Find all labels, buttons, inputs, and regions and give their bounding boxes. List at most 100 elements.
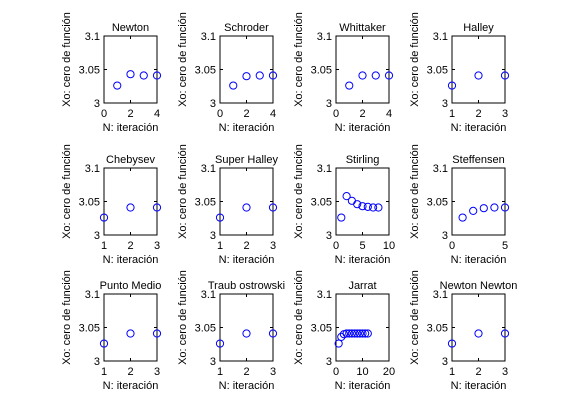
subplot-title: Stirling xyxy=(346,154,380,166)
subplot-title: Steffensen xyxy=(452,154,504,166)
subplot-title: Schroder xyxy=(224,22,269,34)
y-axis-label: Xo: cero de función xyxy=(61,12,73,107)
subplot-8: Steffensen 0 5 3 3.05 3.1 N: iteración Xo: cero… xyxy=(409,144,509,266)
x-tick-label: 3 xyxy=(502,366,508,378)
x-tick-label: 2 xyxy=(127,108,133,120)
x-tick-label: 4 xyxy=(270,108,276,120)
subplot-1: Newton 0 2 4 3 3.05 3.1 N: iteración Xo: cero de… xyxy=(61,12,161,134)
subplot-title: Jarrat xyxy=(348,280,376,292)
axes-box xyxy=(220,168,273,235)
y-tick-label: 3.1 xyxy=(317,163,332,175)
y-tick-label: 3.1 xyxy=(201,163,216,175)
y-tick-label: 3.05 xyxy=(79,65,100,77)
y-tick-label: 3 xyxy=(94,98,100,110)
y-tick-label: 3 xyxy=(442,230,448,242)
y-tick-label: 3.05 xyxy=(427,65,448,77)
subplot-title: Whittaker xyxy=(339,22,386,34)
y-tick-label: 3 xyxy=(210,98,216,110)
y-tick-label: 3.05 xyxy=(195,65,216,77)
subplot-title: Super Halley xyxy=(215,154,278,166)
x-axis-label: N: iteración xyxy=(335,380,391,392)
axes-box xyxy=(336,36,389,103)
y-tick-label: 3 xyxy=(210,356,216,368)
x-tick-label: 1 xyxy=(449,108,455,120)
y-tick-label: 3.1 xyxy=(433,163,448,175)
x-tick-label: 0 xyxy=(217,108,223,120)
y-axis-label: Xo: cero de función xyxy=(293,270,305,365)
subplot-9: Punto Medio 1 2 3 3 3.05 3.1 N: iteración Xo: ce… xyxy=(61,270,161,392)
axes-box xyxy=(220,36,273,103)
subplot-title: Chebysev xyxy=(106,154,155,166)
y-tick-label: 3 xyxy=(94,356,100,368)
x-tick-label: 1 xyxy=(217,366,223,378)
y-tick-label: 3.1 xyxy=(433,289,448,301)
y-tick-label: 3.1 xyxy=(317,31,332,43)
x-tick-label: 4 xyxy=(154,108,160,120)
subplot-10: Traub ostrowski1 2 333.053.1N: iteraciónXo… xyxy=(177,270,285,392)
y-tick-label: 3.05 xyxy=(311,197,332,209)
x-axis-label: N: iteración xyxy=(219,254,275,266)
x-axis-label: N: iteración xyxy=(335,122,391,134)
y-axis-label: Xo: cero de función xyxy=(409,144,421,239)
y-tick-label: 3.05 xyxy=(79,323,100,335)
x-tick-label: 0 xyxy=(333,240,339,252)
x-axis-label: N: iteración xyxy=(451,122,507,134)
y-tick-label: 3.1 xyxy=(201,31,216,43)
y-tick-label: 3 xyxy=(210,230,216,242)
x-tick-label: 3 xyxy=(154,240,160,252)
subplot-11: Jarrat 0 10 20 3 3.05 3.1 N: iteración Xo: cero … xyxy=(293,270,395,392)
x-tick-label: 2 xyxy=(127,366,133,378)
x-axis-label: N: iteración xyxy=(103,254,159,266)
x-axis-label: N: iteración xyxy=(103,380,159,392)
x-axis-label: N: iteración xyxy=(219,380,275,392)
y-tick-label: 3.05 xyxy=(311,323,332,335)
x-tick-label: 5 xyxy=(359,240,365,252)
x-tick-label: 0 xyxy=(333,366,339,378)
axes-box xyxy=(104,294,157,361)
x-tick-label: 1 xyxy=(101,366,107,378)
y-tick-label: 3 xyxy=(326,230,332,242)
y-tick-label: 3.05 xyxy=(311,65,332,77)
subplot-title: Halley xyxy=(463,22,494,34)
y-axis-label: Xo: cero de función xyxy=(409,270,421,365)
y-tick-label: 3.05 xyxy=(195,323,216,335)
x-tick-label: 3 xyxy=(502,108,508,120)
y-tick-label: 3 xyxy=(442,356,448,368)
y-tick-label: 3.1 xyxy=(433,31,448,43)
y-axis-label: Xo: cero de función xyxy=(409,12,421,107)
y-axis-label: Xo: cero de función xyxy=(177,12,189,107)
y-tick-label: 3.05 xyxy=(195,197,216,209)
x-tick-label: 1 xyxy=(449,366,455,378)
y-axis-label: Xo: cero de función xyxy=(61,270,73,365)
x-tick-label: 2 xyxy=(359,108,365,120)
subplot-4: Halley 1 2 3 3 3.05 3.1 N: iteración Xo: cero de… xyxy=(409,12,509,134)
x-tick-label: 5 xyxy=(502,240,508,252)
x-tick-label: 2 xyxy=(243,240,249,252)
x-tick-label: 2 xyxy=(243,366,249,378)
y-axis-label: Xo: cero de función xyxy=(293,144,305,239)
x-tick-label: 0 xyxy=(101,108,107,120)
y-tick-label: 3 xyxy=(326,356,332,368)
subplot-title: Traub ostrowski xyxy=(208,280,285,292)
axes-box xyxy=(452,36,505,103)
x-tick-label: 20 xyxy=(383,366,395,378)
x-axis-label: N: iteración xyxy=(451,380,507,392)
axes-box xyxy=(452,168,505,235)
y-axis-label: Xo: cero de función xyxy=(177,144,189,239)
axes-box xyxy=(104,168,157,235)
axes-box xyxy=(336,294,389,361)
axes-box xyxy=(220,294,273,361)
y-tick-label: 3.05 xyxy=(427,197,448,209)
y-tick-label: 3.1 xyxy=(85,289,100,301)
x-tick-label: 3 xyxy=(154,366,160,378)
y-axis-label: Xo: cero de función xyxy=(177,270,189,365)
x-tick-label: 3 xyxy=(270,240,276,252)
axes-box xyxy=(104,36,157,103)
y-tick-label: 3.1 xyxy=(85,163,100,175)
x-tick-label: 10 xyxy=(383,240,395,252)
x-tick-label: 0 xyxy=(333,108,339,120)
subplot-12: Newton Newton 1 2 3 3 3.05 3.1 N: iteración Xo: … xyxy=(409,270,517,392)
y-tick-label: 3.1 xyxy=(85,31,100,43)
x-tick-label: 4 xyxy=(386,108,392,120)
